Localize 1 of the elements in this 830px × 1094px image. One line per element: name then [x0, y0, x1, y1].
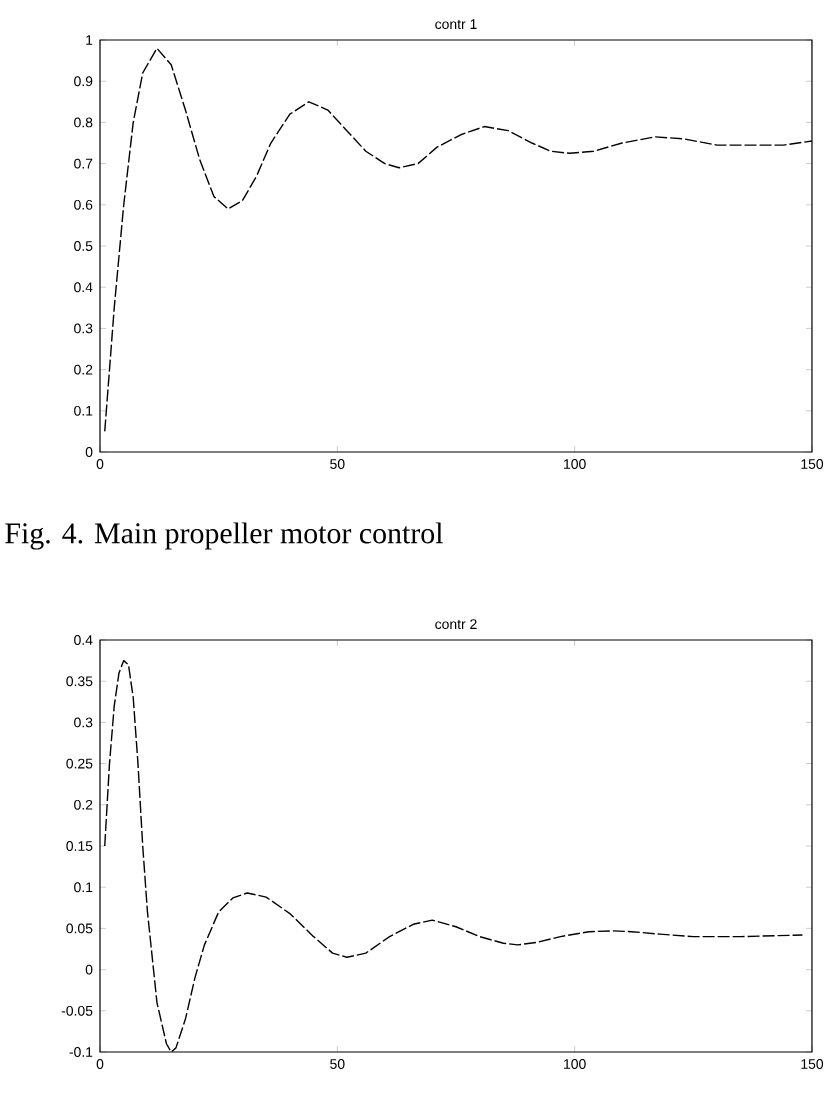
caption: Fig. 4. Main propeller motor control [5, 522, 443, 550]
